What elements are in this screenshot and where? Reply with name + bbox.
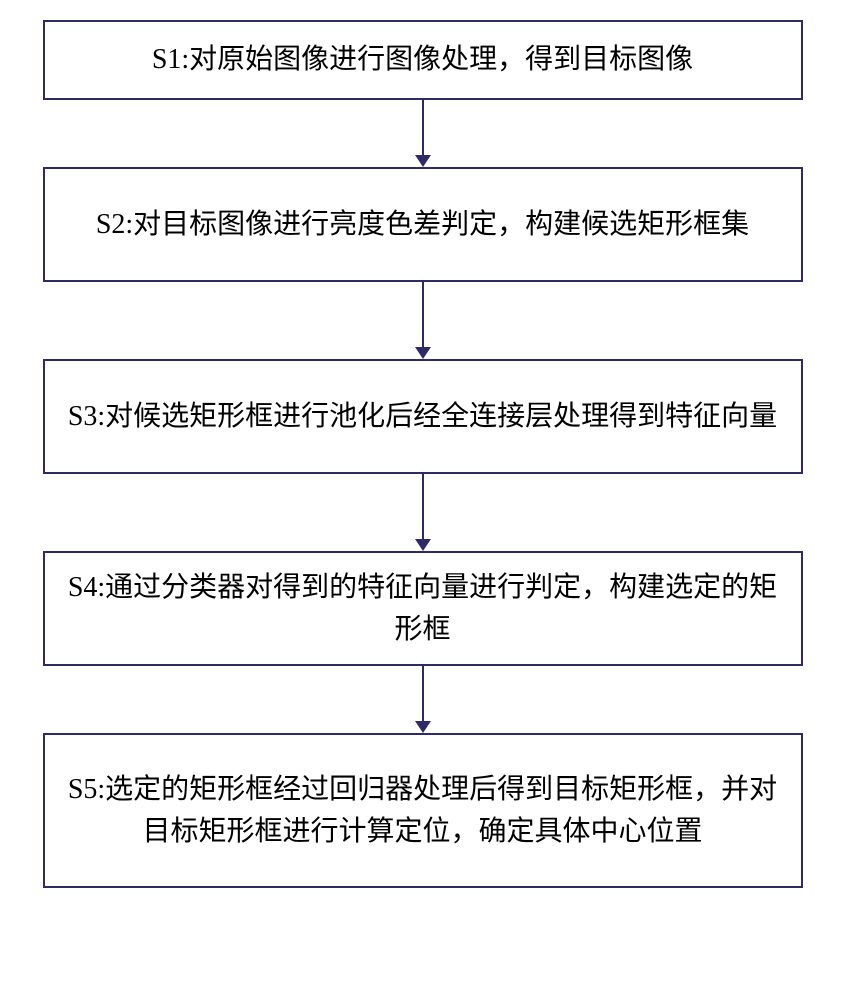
arrow-head-icon: [415, 539, 431, 551]
arrow-line: [422, 100, 424, 155]
step-box-s5: S5:选定的矩形框经过回归器处理后得到目标矩形框，并对目标矩形框进行计算定位，确…: [43, 733, 803, 888]
flowchart-container: S1:对原始图像进行图像处理，得到目标图像 S2:对目标图像进行亮度色差判定，构…: [40, 20, 805, 888]
arrow-head-icon: [415, 721, 431, 733]
arrow-line: [422, 666, 424, 721]
arrow-line: [422, 474, 424, 539]
arrow-s4-s5: [415, 666, 431, 733]
arrow-s1-s2: [415, 100, 431, 167]
step-label: S1:对原始图像进行图像处理，得到目标图像: [152, 39, 693, 81]
step-box-s2: S2:对目标图像进行亮度色差判定，构建候选矩形框集: [43, 167, 803, 282]
arrow-head-icon: [415, 347, 431, 359]
arrow-s3-s4: [415, 474, 431, 551]
arrow-s2-s3: [415, 282, 431, 359]
step-box-s1: S1:对原始图像进行图像处理，得到目标图像: [43, 20, 803, 100]
step-label: S3:对候选矩形框进行池化后经全连接层处理得到特征向量: [68, 396, 777, 438]
step-label: S5:选定的矩形框经过回归器处理后得到目标矩形框，并对目标矩形框进行计算定位，确…: [65, 769, 781, 853]
step-box-s4: S4:通过分类器对得到的特征向量进行判定，构建选定的矩形框: [43, 551, 803, 666]
arrow-head-icon: [415, 155, 431, 167]
step-label: S4:通过分类器对得到的特征向量进行判定，构建选定的矩形框: [65, 567, 781, 651]
arrow-line: [422, 282, 424, 347]
step-label: S2:对目标图像进行亮度色差判定，构建候选矩形框集: [96, 204, 749, 246]
step-box-s3: S3:对候选矩形框进行池化后经全连接层处理得到特征向量: [43, 359, 803, 474]
